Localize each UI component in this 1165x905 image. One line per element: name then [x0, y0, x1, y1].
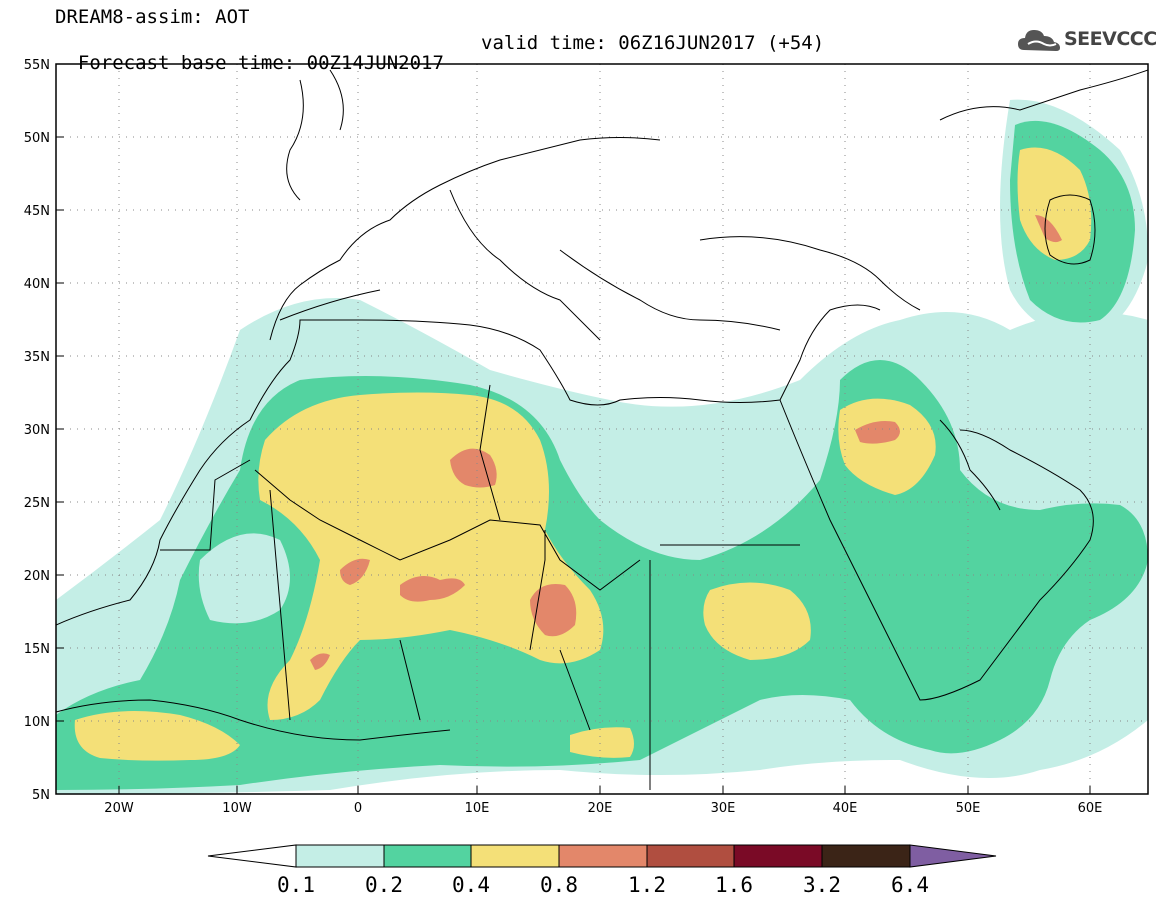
lon-tick-label: 0 — [354, 801, 362, 816]
chart-title: DREAM8-assim: AOT — [55, 6, 250, 28]
gridlines — [56, 64, 1148, 794]
lat-tick-label: 35N — [24, 350, 50, 365]
lat-tick-label: 5N — [32, 788, 50, 803]
lat-tick-label: 25N — [24, 496, 50, 511]
base-time: Forecast base time: 00Z14JUN2017 valid t… — [55, 33, 824, 93]
lat-tick-label: 20N — [24, 569, 50, 584]
colorbar-extend-high — [909, 844, 997, 868]
lat-tick-label: 45N — [24, 204, 50, 219]
cloud-logo-icon — [1018, 30, 1060, 51]
colorbar-label: 6.4 — [891, 873, 929, 897]
lon-tick-label: 10E — [465, 801, 490, 816]
logo-text: SEEVCCC — [1064, 28, 1157, 50]
lon-tick-label: 40E — [833, 801, 858, 816]
lon-tick-label: 10W — [222, 801, 252, 816]
colorbar-label: 1.2 — [628, 873, 666, 897]
colorbar-box — [470, 844, 560, 868]
colorbar-label: 0.1 — [277, 873, 315, 897]
lon-tick-label: 30E — [711, 801, 736, 816]
colorbar-box — [383, 844, 472, 868]
colorbar-box — [733, 844, 823, 868]
lat-tick-label: 30N — [24, 423, 50, 438]
lon-tick-label: 50E — [956, 801, 981, 816]
valid-time: valid time: 06Z16JUN2017 (+54) — [481, 32, 825, 54]
colorbar-label: 1.6 — [715, 873, 753, 897]
lat-tick-labels: 5N 10N 15N 20N 25N 30N 35N 40N 45N 50N 5… — [24, 58, 50, 803]
colorbar-box — [646, 844, 735, 868]
colorbar-label: 3.2 — [803, 873, 841, 897]
tick-marks — [56, 136, 1091, 794]
lon-tick-label: 20W — [104, 801, 134, 816]
lat-tick-label: 50N — [24, 131, 50, 146]
colorbar — [207, 844, 997, 868]
lon-tick-labels: 20W 10W 0 10E 20E 30E 40E 50E 60E — [104, 801, 1102, 816]
colorbar-label: 0.2 — [365, 873, 403, 897]
colorbar-box — [558, 844, 648, 868]
colorbar-box — [821, 844, 911, 868]
colorbar-labels: 0.1 0.2 0.4 0.8 1.2 1.6 3.2 6.4 — [277, 873, 929, 897]
lat-tick-label: 40N — [24, 277, 50, 292]
lon-tick-label: 60E — [1078, 801, 1103, 816]
colorbar-label: 0.8 — [540, 873, 578, 897]
base-time-text: Forecast base time: 00Z14JUN2017 — [77, 52, 444, 74]
lat-tick-label: 15N — [24, 642, 50, 657]
aot-field — [56, 99, 1148, 794]
coastlines — [56, 69, 1148, 790]
colorbar-label: 0.4 — [452, 873, 490, 897]
lat-tick-label: 55N — [24, 58, 50, 73]
colorbar-box — [295, 844, 385, 868]
lon-tick-label: 20E — [588, 801, 613, 816]
colorbar-extend-low — [207, 844, 297, 868]
lat-tick-label: 10N — [24, 715, 50, 730]
